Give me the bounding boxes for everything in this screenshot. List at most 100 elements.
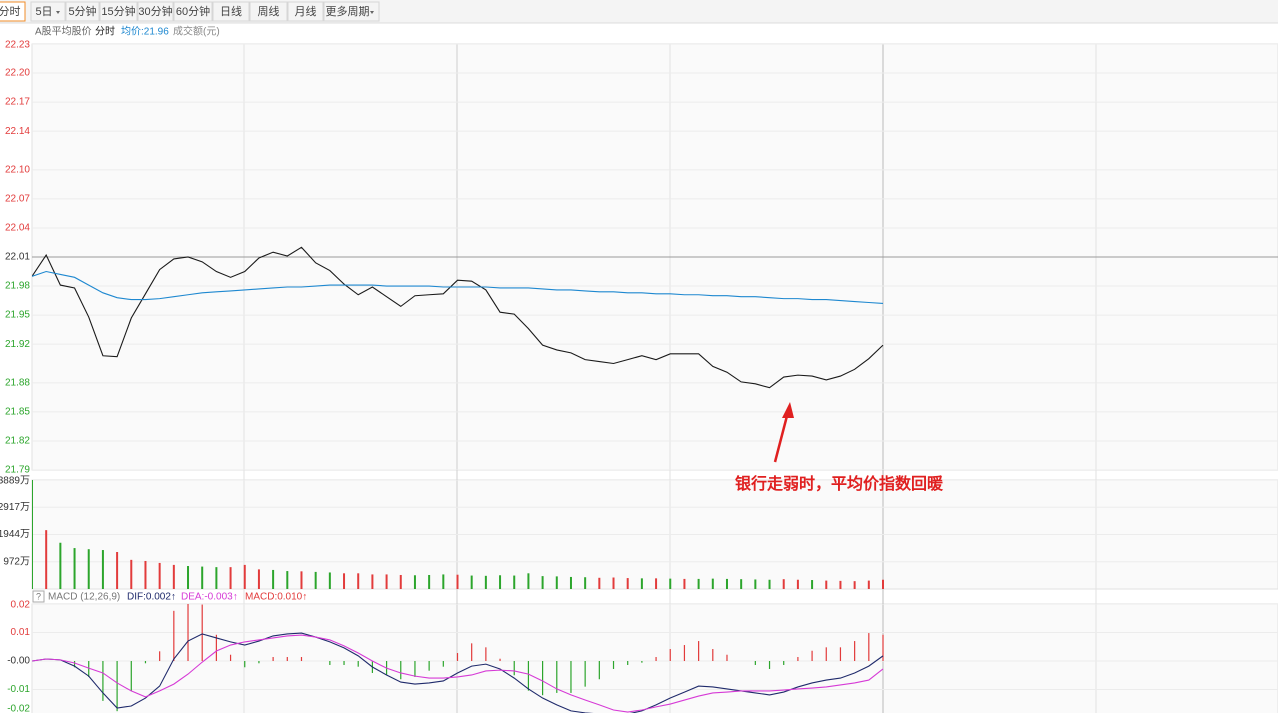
macd-bar xyxy=(683,645,686,661)
macd-bar xyxy=(641,661,643,663)
macd-title: MACD (12,26,9) xyxy=(48,592,120,603)
tab[interactable] xyxy=(249,1,288,22)
volume-bar xyxy=(499,575,502,589)
tab-label[interactable]: 分时 xyxy=(0,5,21,18)
volume-bar xyxy=(513,575,516,589)
macd-bar xyxy=(527,661,530,691)
volume-bar xyxy=(229,567,232,589)
volume-bar xyxy=(272,569,275,589)
legend-price: 分时 xyxy=(95,26,115,38)
macd-bar xyxy=(159,651,161,661)
tab[interactable] xyxy=(212,1,250,22)
macd-bar xyxy=(839,647,842,661)
arrow-shaft xyxy=(773,411,790,463)
volume-bar xyxy=(328,572,331,589)
annotation-arrow xyxy=(773,402,794,463)
volume-bar xyxy=(158,562,161,589)
macd-bar xyxy=(584,661,586,687)
tab-label[interactable]: 5分钟 xyxy=(68,4,96,18)
y-tick-label: 21.92 xyxy=(5,339,30,350)
volume-bar xyxy=(45,530,48,589)
macd-bar xyxy=(542,661,544,696)
macd-bar xyxy=(598,661,600,680)
y-tick-label: -0.01 xyxy=(7,684,30,695)
volume-bar xyxy=(300,571,303,589)
volume-bar xyxy=(541,576,544,589)
macd-bar xyxy=(357,661,359,667)
volume-bar xyxy=(555,576,558,589)
volume-bar xyxy=(201,566,204,589)
tab[interactable] xyxy=(65,1,100,22)
volume-bar xyxy=(399,574,402,589)
y-tick-label: -0.02 xyxy=(7,704,30,713)
legend-note: 成交额(元) xyxy=(173,25,220,38)
tab-label[interactable]: 更多周期 xyxy=(326,4,370,18)
macd-bar xyxy=(343,661,345,665)
y-tick-label: -0.00 xyxy=(7,656,30,667)
panel-bar xyxy=(32,480,1278,589)
series-line xyxy=(32,634,884,713)
volume-bar xyxy=(853,581,856,589)
y-tick-label: 21.85 xyxy=(5,407,30,418)
volume-bar xyxy=(172,564,175,589)
volume-bar xyxy=(385,574,388,589)
y-tick-label: 1944万 xyxy=(0,529,30,540)
volume-bar xyxy=(796,579,799,589)
macd-bar xyxy=(215,634,217,661)
macd-bar xyxy=(329,661,331,665)
macd-bar xyxy=(144,661,147,664)
legend-dea: DEA:-0.003↑ xyxy=(181,592,238,603)
tab-label[interactable]: 日线 xyxy=(220,4,242,18)
volume-bar xyxy=(456,574,459,589)
tab-label[interactable]: 5日 xyxy=(35,6,52,18)
tab-label[interactable]: 月线 xyxy=(295,4,317,18)
volume-bar xyxy=(187,566,190,589)
macd-bar xyxy=(130,661,132,692)
macd-bar xyxy=(698,641,700,661)
macd-bar xyxy=(485,647,487,661)
y-tick-label: 21.82 xyxy=(5,436,30,447)
macd-bar xyxy=(499,658,501,661)
volume-bar xyxy=(811,580,814,589)
volume-bar xyxy=(655,578,658,589)
help-icon[interactable] xyxy=(32,590,45,603)
volume-bar xyxy=(683,578,686,589)
tab[interactable] xyxy=(99,1,138,22)
volume-bar xyxy=(839,580,842,589)
macd-bar xyxy=(513,661,515,676)
volume-bar xyxy=(101,550,104,589)
volume-bar xyxy=(527,573,530,589)
macd-bar xyxy=(272,657,274,661)
volume-bar xyxy=(626,578,629,589)
annotation: 银行走弱时，平均价指数回暖 xyxy=(735,474,944,493)
volume-bar xyxy=(612,577,615,589)
tab-label[interactable]: 15分钟 xyxy=(101,4,135,18)
y-tick-label: 22.04 xyxy=(5,223,30,234)
tab-label[interactable]: 30分钟 xyxy=(138,4,172,18)
legend-avg: 均价:21.96 xyxy=(121,26,169,38)
macd-bar xyxy=(414,661,416,677)
macd-bar xyxy=(797,657,799,661)
vertical-grid xyxy=(243,44,1097,713)
volume-bar xyxy=(32,480,33,589)
tab[interactable] xyxy=(323,1,380,22)
macd-bar xyxy=(726,654,728,661)
tab-label[interactable]: 周线 xyxy=(258,4,280,18)
macd-bar xyxy=(825,647,827,661)
volume-bar xyxy=(428,574,431,589)
macd-bar xyxy=(102,661,104,701)
legend-macd: MACD:0.010↑ xyxy=(245,592,307,603)
macd-bar xyxy=(868,633,870,661)
arrow-head xyxy=(782,402,794,418)
tab[interactable] xyxy=(30,1,66,22)
tab[interactable] xyxy=(0,1,26,22)
volume-bar xyxy=(584,577,587,589)
tab-label[interactable]: 60分钟 xyxy=(176,4,210,18)
volume-bar xyxy=(711,578,714,589)
tab[interactable] xyxy=(173,1,213,22)
series-line xyxy=(32,270,884,305)
volume-bar xyxy=(640,578,643,589)
tab[interactable] xyxy=(137,1,174,22)
y-tick-label: 22.20 xyxy=(5,68,30,79)
tab[interactable] xyxy=(287,1,324,22)
